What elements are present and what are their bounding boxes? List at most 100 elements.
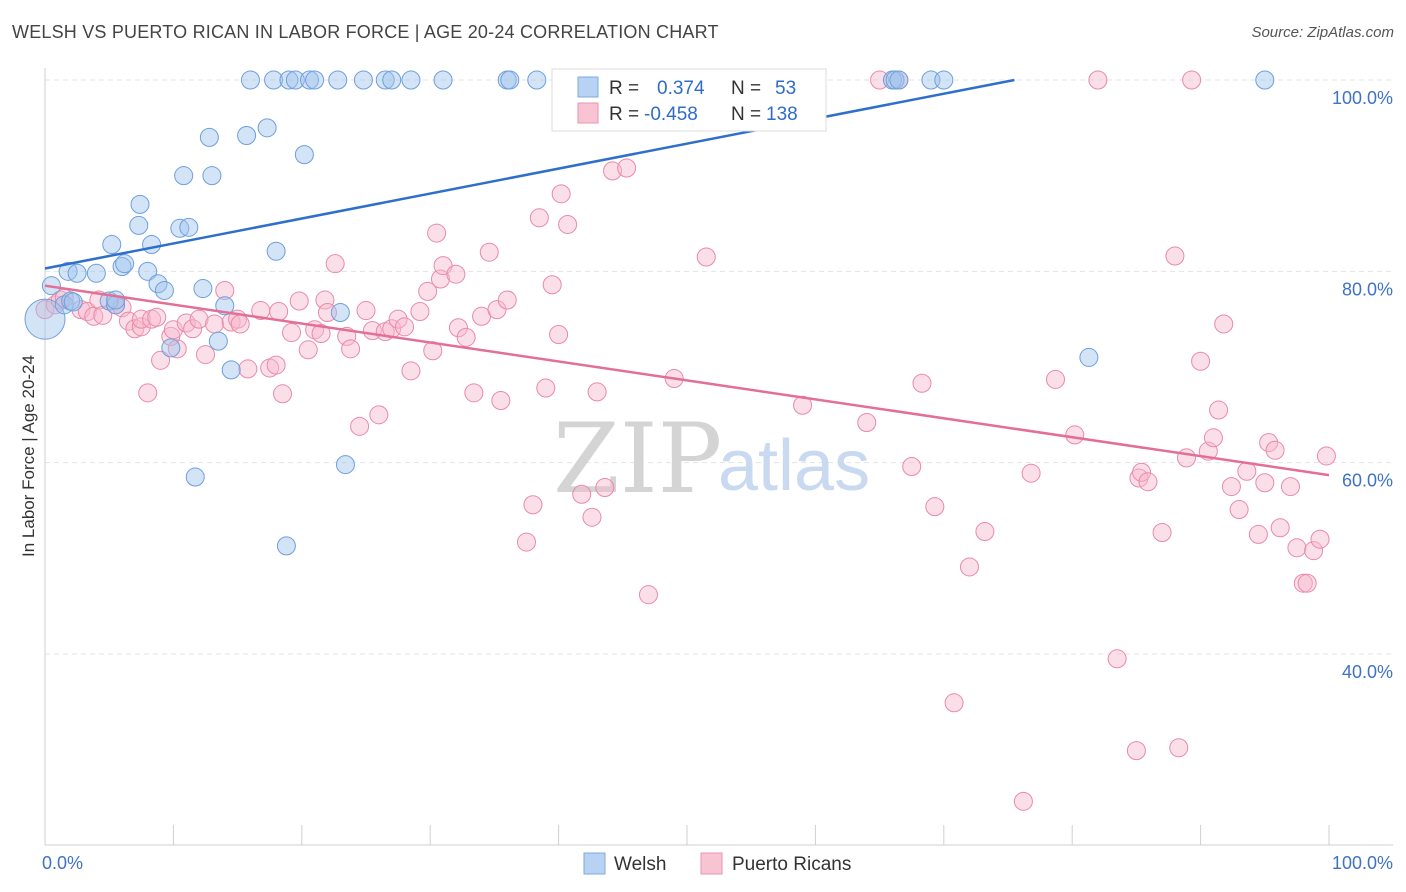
trend-line-welsh	[44, 78, 1015, 270]
point-puerto-ricans	[1297, 573, 1317, 593]
y-tick-label-80: 80.0%	[1342, 279, 1393, 299]
point-welsh	[1079, 347, 1099, 367]
point-puerto-ricans	[456, 327, 476, 347]
point-puerto-ricans	[131, 317, 151, 337]
point-welsh	[934, 70, 954, 90]
point-welsh	[330, 302, 350, 322]
legend-welsh-r-value: 0.374	[657, 78, 705, 99]
point-puerto-ricans	[487, 300, 507, 320]
point-puerto-ricans	[1107, 649, 1127, 669]
chart-title: WELSH VS PUERTO RICAN IN LABOR FORCE | A…	[12, 22, 719, 42]
legend-pr-r-label: R =	[609, 104, 639, 125]
point-puerto-ricans	[204, 314, 224, 334]
point-welsh	[279, 70, 299, 90]
point-puerto-ricans	[289, 291, 309, 311]
point-puerto-ricans	[418, 281, 438, 301]
point-welsh	[285, 70, 305, 90]
point-puerto-ricans	[1259, 433, 1279, 453]
point-puerto-ricans	[1248, 524, 1268, 544]
point-welsh	[179, 217, 199, 237]
point-puerto-ricans	[1316, 446, 1336, 466]
point-puerto-ricans	[350, 416, 370, 436]
point-puerto-ricans	[1270, 518, 1290, 538]
point-puerto-ricans	[388, 309, 408, 329]
point-puerto-ricans	[427, 223, 447, 243]
point-puerto-ricans	[131, 309, 151, 329]
point-welsh	[257, 118, 277, 138]
point-puerto-ricans	[1221, 477, 1241, 497]
point-puerto-ricans	[395, 317, 415, 337]
point-welsh	[112, 257, 132, 277]
legend-welsh-r-label: R =	[609, 78, 639, 99]
point-puerto-ricans	[595, 478, 615, 498]
point-puerto-ricans	[282, 323, 302, 343]
point-puerto-ricans	[151, 350, 171, 370]
watermark-zip: ZIP	[553, 403, 722, 515]
point-welsh	[24, 298, 66, 340]
point-puerto-ricans	[1046, 369, 1066, 389]
point-welsh	[266, 241, 286, 261]
point-puerto-ricans	[1126, 741, 1146, 761]
point-puerto-ricans	[401, 361, 421, 381]
point-welsh	[500, 70, 520, 90]
point-puerto-ricans	[341, 339, 361, 359]
point-puerto-ricans	[369, 405, 389, 425]
point-welsh	[86, 263, 106, 283]
point-welsh	[67, 263, 87, 283]
stats-legend: R = 0.374 N = 53 R = -0.458 N = 138	[551, 68, 827, 132]
point-puerto-ricans	[912, 373, 932, 393]
point-welsh	[401, 70, 421, 90]
point-puerto-ricans	[269, 302, 289, 322]
point-puerto-ricans	[1265, 440, 1285, 460]
point-welsh	[161, 338, 181, 358]
point-puerto-ricans	[549, 324, 569, 344]
point-puerto-ricans	[266, 355, 286, 375]
legend-pr-n-value: 138	[766, 104, 798, 125]
y-axis-tick-labels: 40.0% 60.0% 80.0% 100.0%	[1332, 88, 1393, 682]
point-welsh	[305, 70, 325, 90]
point-puerto-ricans	[183, 319, 203, 339]
point-puerto-ricans	[315, 290, 335, 310]
point-puerto-ricans	[238, 359, 258, 379]
point-puerto-ricans	[298, 340, 318, 360]
point-welsh	[240, 70, 260, 90]
point-puerto-ricans	[1310, 529, 1330, 549]
point-welsh	[433, 70, 453, 90]
point-welsh	[335, 455, 355, 475]
point-puerto-ricans	[944, 693, 964, 713]
point-welsh	[294, 145, 314, 165]
point-puerto-ricans	[1287, 538, 1307, 558]
bottom-legend-puerto-ricans: Puerto Ricans	[732, 854, 851, 875]
point-puerto-ricans	[1176, 448, 1196, 468]
point-puerto-ricans	[572, 484, 592, 504]
point-puerto-ricans	[497, 290, 517, 310]
point-welsh	[276, 536, 296, 556]
point-puerto-ricans	[1182, 70, 1202, 90]
point-puerto-ricans	[603, 161, 623, 181]
point-welsh	[353, 70, 373, 90]
point-puerto-ricans	[542, 275, 562, 295]
point-puerto-ricans	[1165, 246, 1185, 266]
legend-swatch-welsh	[577, 76, 599, 98]
point-welsh	[199, 127, 219, 147]
point-puerto-ricans	[446, 264, 466, 284]
point-puerto-ricans	[1065, 425, 1085, 445]
point-welsh	[300, 70, 320, 90]
point-puerto-ricans	[491, 390, 511, 410]
legend-pr-r-value: -0.458	[644, 104, 698, 125]
point-puerto-ricans	[551, 184, 571, 204]
point-puerto-ricans	[1169, 738, 1189, 758]
x-tick-label-min: 0.0%	[42, 853, 83, 873]
legend-welsh-n-label: N =	[731, 78, 761, 99]
point-puerto-ricans	[1138, 472, 1158, 492]
point-puerto-ricans	[857, 412, 877, 432]
y-tick-label-40: 40.0%	[1342, 662, 1393, 682]
point-puerto-ricans	[536, 378, 556, 398]
point-puerto-ricans	[1013, 791, 1033, 811]
point-puerto-ricans	[448, 318, 468, 338]
point-puerto-ricans	[925, 497, 945, 517]
point-welsh	[527, 70, 547, 90]
point-puerto-ricans	[696, 247, 716, 267]
legend-welsh-n-value: 53	[775, 78, 796, 99]
